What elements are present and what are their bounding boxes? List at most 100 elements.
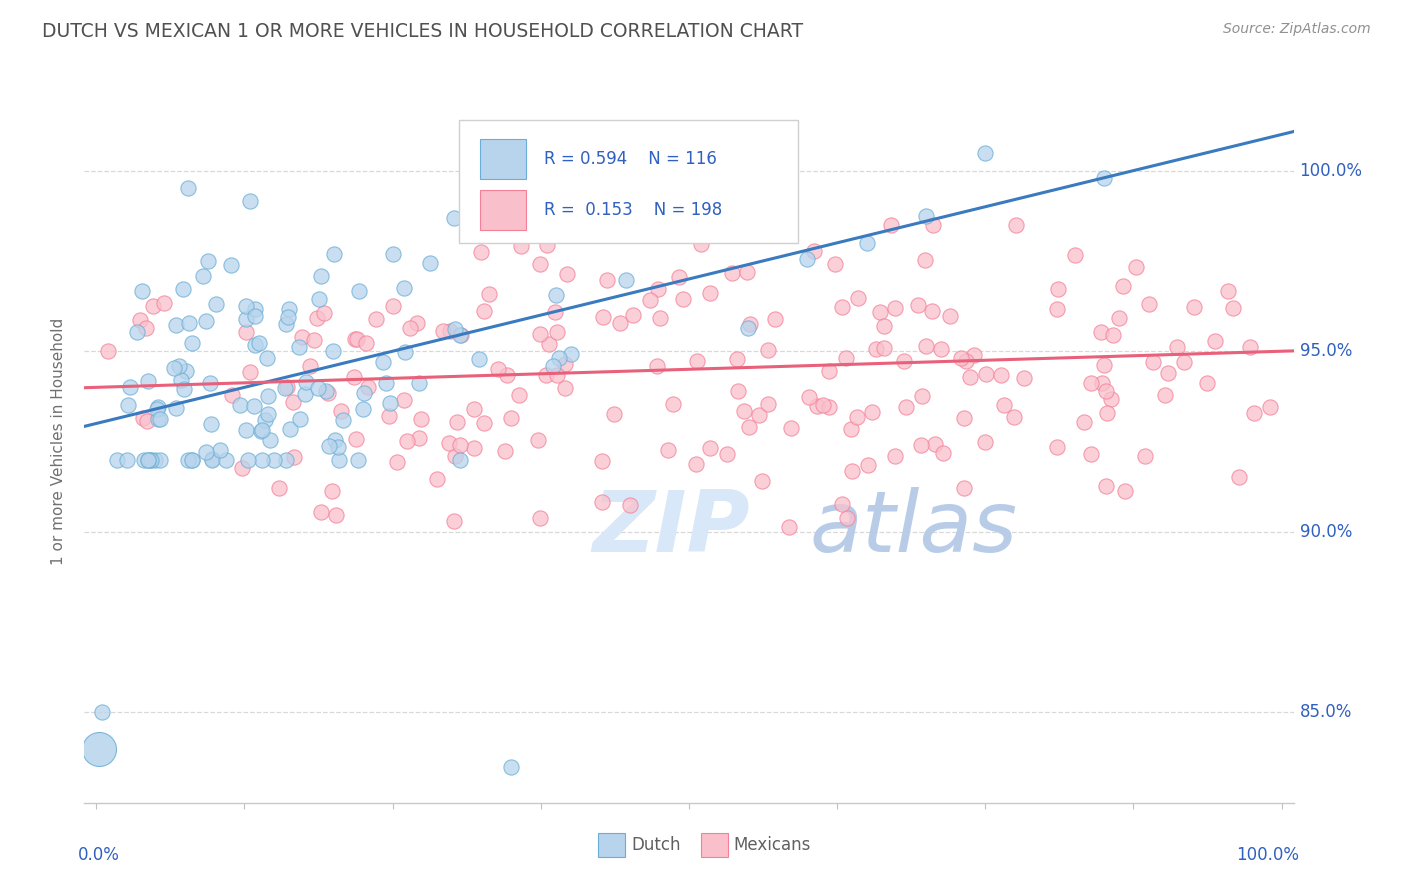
Point (115, 452, 138, 467)
Point (132, 452, 155, 467)
Point (443, 514, 465, 528)
Point (803, 244, 825, 258)
Point (949, 351, 972, 365)
Point (307, 381, 329, 395)
Point (274, 382, 297, 396)
Point (439, 324, 461, 338)
Point (1090, 326, 1112, 340)
Point (295, 376, 318, 390)
Text: R = 0.594    N = 116: R = 0.594 N = 116 (544, 150, 717, 169)
Point (914, 253, 936, 268)
Point (245, 337, 267, 351)
Point (797, 390, 820, 404)
Point (824, 257, 846, 271)
Point (645, 359, 668, 373)
Text: 100.0%: 100.0% (1236, 847, 1299, 864)
Point (378, 396, 401, 410)
Point (117, 397, 139, 411)
Point (463, 441, 485, 455)
Point (450, 328, 472, 343)
Point (494, 444, 516, 458)
Point (536, 237, 558, 252)
Point (325, 508, 347, 522)
Point (560, 347, 582, 361)
Point (1229, 470, 1251, 484)
Point (371, 355, 394, 369)
Point (177, 316, 200, 330)
Point (201, 452, 224, 467)
Point (354, 336, 377, 351)
Bar (599, 833, 624, 857)
Point (221, 387, 243, 401)
Point (394, 344, 416, 359)
Point (955, 353, 977, 368)
Point (818, 364, 841, 378)
Point (671, 292, 693, 306)
Point (381, 247, 404, 261)
Point (449, 452, 471, 467)
Point (283, 450, 305, 465)
Point (250, 452, 273, 467)
Point (173, 382, 195, 396)
Point (97, 343, 120, 358)
Text: DUTCH VS MEXICAN 1 OR MORE VEHICLES IN HOUSEHOLD CORRELATION CHART: DUTCH VS MEXICAN 1 OR MORE VEHICLES IN H… (42, 22, 803, 41)
Point (426, 471, 449, 485)
Point (1182, 300, 1205, 314)
Point (541, 359, 564, 373)
Point (377, 409, 399, 423)
Text: Dutch: Dutch (631, 837, 681, 855)
Point (508, 388, 530, 402)
Point (546, 325, 568, 339)
Point (527, 433, 550, 447)
Point (831, 300, 853, 314)
Bar (702, 833, 728, 857)
Point (478, 286, 501, 301)
Point (169, 359, 191, 374)
Point (446, 415, 468, 429)
Point (385, 455, 408, 469)
Point (242, 399, 264, 413)
Point (308, 292, 330, 306)
Point (735, 265, 758, 279)
Point (201, 451, 224, 466)
Point (294, 387, 316, 401)
Point (1091, 376, 1114, 390)
Point (263, 452, 285, 467)
Point (862, 404, 884, 418)
Point (443, 211, 465, 225)
Point (1133, 450, 1156, 464)
Point (136, 414, 159, 428)
Point (346, 432, 368, 446)
Point (1166, 340, 1188, 354)
Point (191, 268, 214, 283)
Point (609, 316, 631, 330)
Point (756, 343, 779, 357)
Point (685, 457, 707, 471)
Point (382, 299, 405, 313)
Point (200, 417, 222, 431)
Point (915, 339, 938, 353)
Point (439, 435, 461, 450)
Point (974, 145, 997, 160)
Point (1092, 170, 1115, 185)
Point (1216, 284, 1239, 298)
Point (583, 850, 606, 864)
Point (205, 297, 228, 311)
Point (472, 304, 495, 318)
Point (993, 397, 1015, 411)
Point (738, 317, 761, 331)
Point (939, 310, 962, 324)
Point (432, 324, 454, 338)
Point (763, 312, 786, 326)
Point (657, 442, 679, 457)
Point (806, 399, 828, 413)
Point (198, 376, 221, 390)
Point (856, 458, 879, 473)
Point (256, 351, 278, 366)
Point (274, 317, 297, 331)
Point (548, 351, 571, 365)
Point (1222, 301, 1244, 316)
Point (406, 317, 429, 331)
Point (811, 398, 834, 412)
Point (1258, 400, 1281, 414)
